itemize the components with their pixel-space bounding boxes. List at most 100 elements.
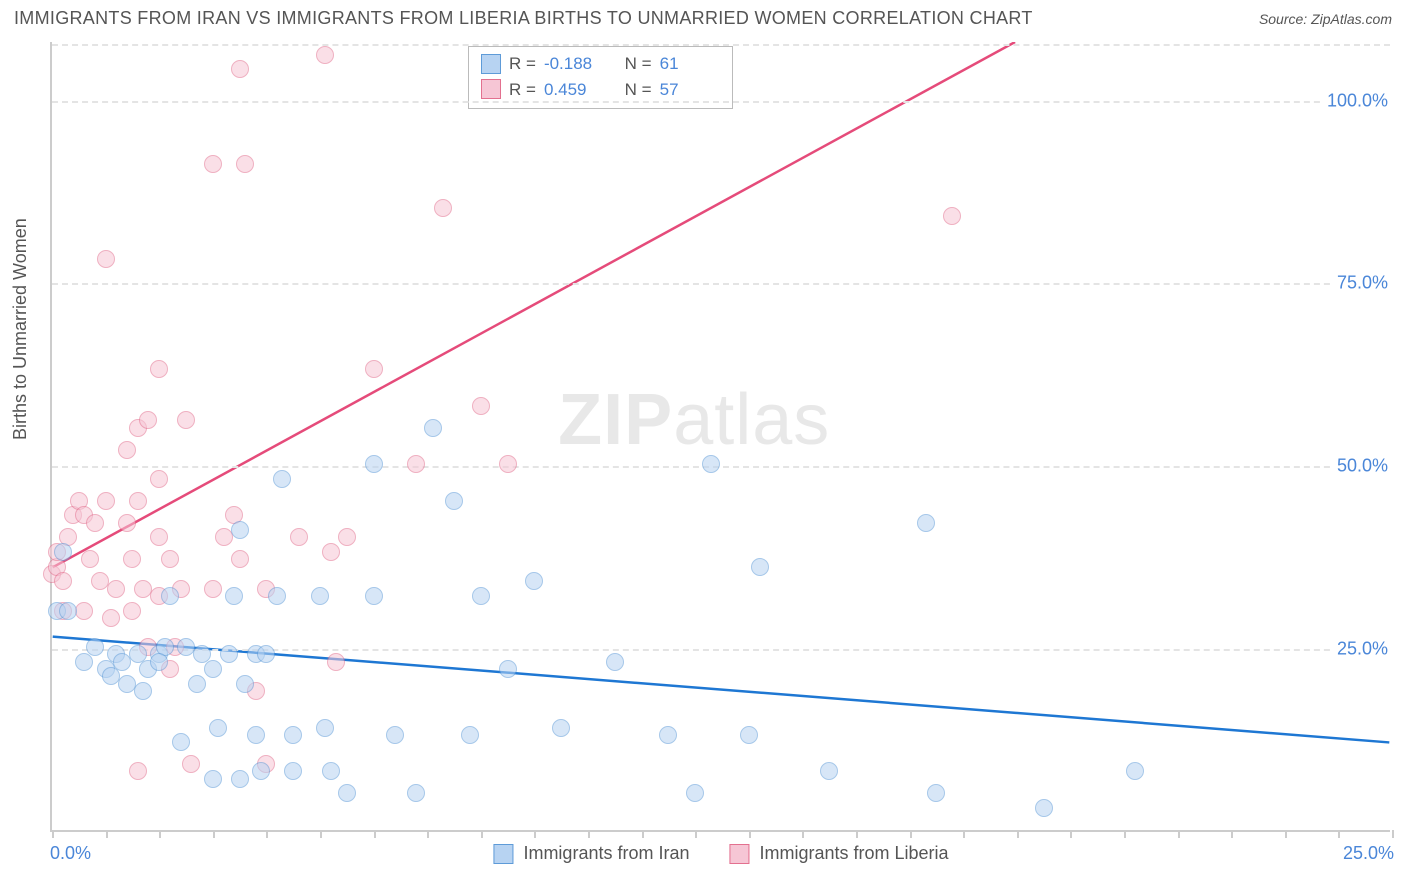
data-point-iran	[86, 638, 104, 656]
data-point-liberia	[499, 455, 517, 473]
legend-row-iran: R = -0.188 N = 61	[481, 51, 720, 77]
x-tick-mark	[1231, 830, 1233, 838]
data-point-liberia	[86, 514, 104, 532]
data-point-liberia	[236, 155, 254, 173]
data-point-liberia	[327, 653, 345, 671]
n-value-iran: 61	[660, 51, 720, 77]
data-point-iran	[231, 770, 249, 788]
data-point-liberia	[81, 550, 99, 568]
x-tick-mark	[1070, 830, 1072, 838]
data-point-iran	[606, 653, 624, 671]
swatch-liberia	[481, 79, 501, 99]
chart-title: IMMIGRANTS FROM IRAN VS IMMIGRANTS FROM …	[14, 8, 1033, 29]
data-point-iran	[322, 762, 340, 780]
data-point-liberia	[290, 528, 308, 546]
watermark: ZIPatlas	[558, 379, 830, 461]
legend-label-liberia: Immigrants from Liberia	[759, 843, 948, 864]
trendline	[53, 42, 1015, 567]
r-label: R =	[509, 77, 536, 103]
data-point-iran	[365, 455, 383, 473]
legend-item-liberia: Immigrants from Liberia	[729, 843, 948, 864]
data-point-liberia	[139, 411, 157, 429]
data-point-iran	[231, 521, 249, 539]
data-point-liberia	[204, 155, 222, 173]
watermark-light: atlas	[673, 380, 830, 460]
data-point-iran	[917, 514, 935, 532]
data-point-liberia	[75, 602, 93, 620]
data-point-iran	[188, 675, 206, 693]
data-point-iran	[284, 762, 302, 780]
data-point-iran	[220, 645, 238, 663]
x-tick-mark	[856, 830, 858, 838]
data-point-iran	[54, 543, 72, 561]
data-point-iran	[204, 770, 222, 788]
x-tick-mark	[695, 830, 697, 838]
x-tick-mark	[427, 830, 429, 838]
data-point-iran	[1035, 799, 1053, 817]
x-tick-mark	[1017, 830, 1019, 838]
data-point-liberia	[182, 755, 200, 773]
data-point-iran	[59, 602, 77, 620]
data-point-liberia	[472, 397, 490, 415]
data-point-liberia	[322, 543, 340, 561]
data-point-liberia	[943, 207, 961, 225]
x-tick-mark	[213, 830, 215, 838]
data-point-liberia	[118, 441, 136, 459]
x-tick-mark	[1338, 830, 1340, 838]
data-point-iran	[311, 587, 329, 605]
data-point-iran	[247, 726, 265, 744]
y-tick-label: 50.0%	[1331, 456, 1394, 477]
data-point-iran	[257, 645, 275, 663]
data-point-iran	[751, 558, 769, 576]
x-tick-mark	[588, 830, 590, 838]
data-point-iran	[461, 726, 479, 744]
data-point-liberia	[107, 580, 125, 598]
r-value-iran: -0.188	[544, 51, 604, 77]
swatch-liberia-icon	[729, 844, 749, 864]
n-value-liberia: 57	[660, 77, 720, 103]
data-point-iran	[204, 660, 222, 678]
data-point-liberia	[97, 492, 115, 510]
chart-plot-area: ZIPatlas R = -0.188 N = 61 R = 0.459 N =…	[50, 42, 1390, 832]
gridline	[52, 44, 1390, 46]
data-point-iran	[172, 733, 190, 751]
data-point-iran	[424, 419, 442, 437]
gridline	[52, 101, 1390, 103]
data-point-iran	[284, 726, 302, 744]
x-tick-mark	[1285, 830, 1287, 838]
source-label: Source: ZipAtlas.com	[1259, 11, 1392, 27]
x-tick-mark	[320, 830, 322, 838]
data-point-iran	[525, 572, 543, 590]
y-tick-label: 75.0%	[1331, 273, 1394, 294]
data-point-iran	[316, 719, 334, 737]
y-axis-label: Births to Unmarried Women	[10, 218, 31, 440]
x-tick-mark	[159, 830, 161, 838]
legend-item-iran: Immigrants from Iran	[493, 843, 689, 864]
data-point-iran	[472, 587, 490, 605]
data-point-iran	[161, 587, 179, 605]
series-legend: Immigrants from Iran Immigrants from Lib…	[493, 843, 948, 864]
data-point-iran	[407, 784, 425, 802]
data-point-iran	[365, 587, 383, 605]
data-point-iran	[686, 784, 704, 802]
data-point-iran	[386, 726, 404, 744]
y-tick-label: 100.0%	[1321, 90, 1394, 111]
r-value-liberia: 0.459	[544, 77, 604, 103]
y-tick-label: 25.0%	[1331, 639, 1394, 660]
data-point-liberia	[129, 492, 147, 510]
data-point-liberia	[150, 360, 168, 378]
data-point-liberia	[123, 550, 141, 568]
data-point-iran	[209, 719, 227, 737]
data-point-iran	[659, 726, 677, 744]
x-tick-mark	[642, 830, 644, 838]
x-axis-min-label: 0.0%	[50, 843, 91, 864]
data-point-iran	[1126, 762, 1144, 780]
data-point-iran	[552, 719, 570, 737]
x-tick-mark	[910, 830, 912, 838]
swatch-iran	[481, 54, 501, 74]
gridline	[52, 466, 1390, 468]
data-point-liberia	[338, 528, 356, 546]
n-label: N =	[625, 51, 652, 77]
x-tick-mark	[266, 830, 268, 838]
data-point-iran	[445, 492, 463, 510]
